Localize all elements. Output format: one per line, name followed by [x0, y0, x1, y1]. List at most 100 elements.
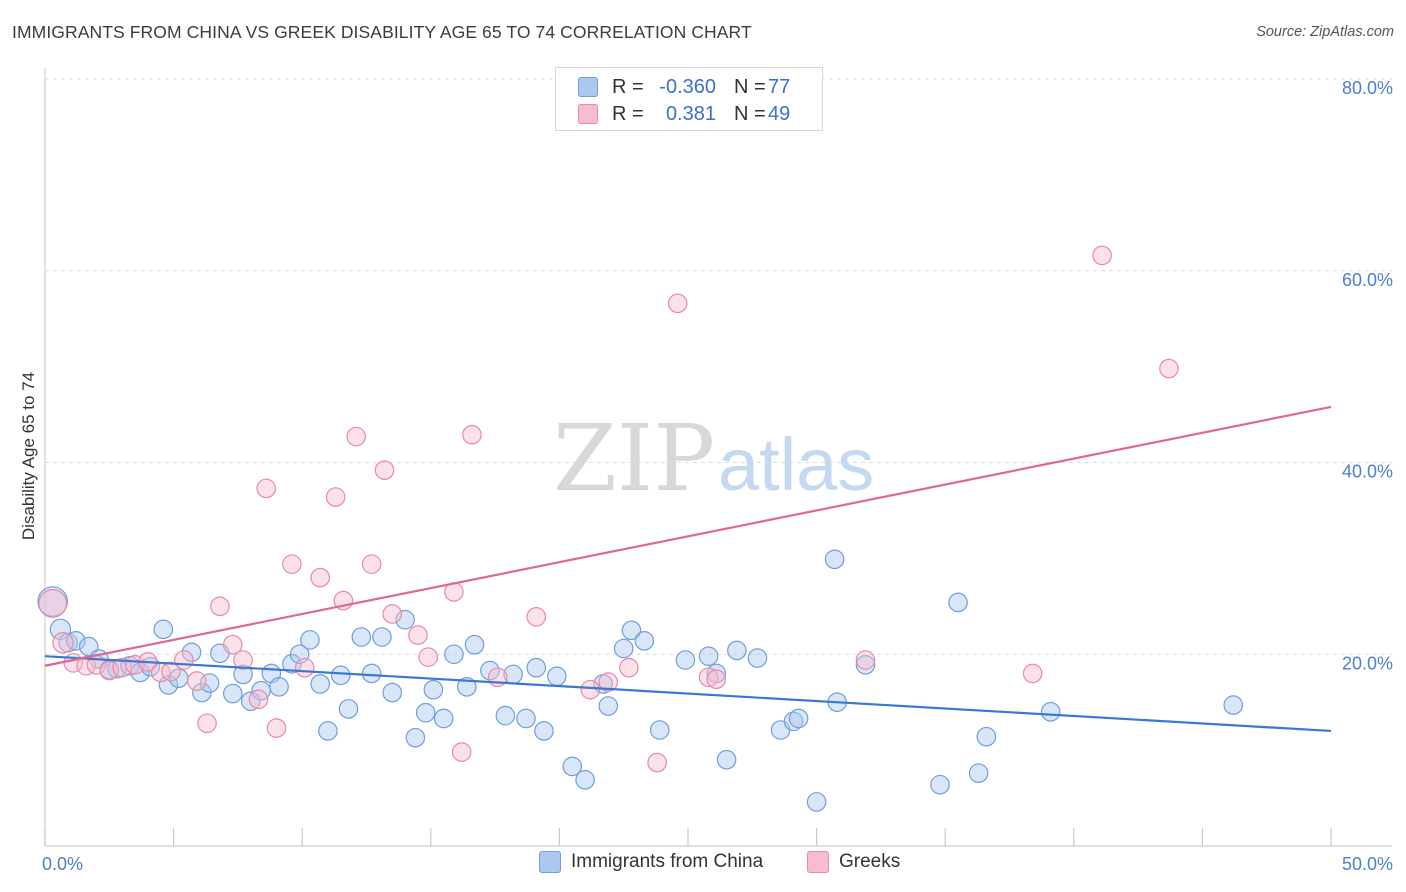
- china-point: [444, 644, 464, 665]
- china-point: [480, 660, 500, 681]
- china-point: [37, 586, 69, 617]
- y-axis-title: Disability Age 65 to 74: [19, 372, 38, 540]
- greeks-point: [1022, 663, 1043, 684]
- legend-item-greeks[interactable]: Greeks: [807, 851, 900, 873]
- greeks-point: [361, 554, 382, 574]
- greeks-point: [462, 424, 482, 445]
- greeks-trend-line: [44, 405, 1332, 667]
- china-point: [598, 696, 619, 716]
- greeks-point: [310, 567, 331, 588]
- y-tick-label: 80.0%: [1342, 78, 1393, 98]
- greeks-point: [266, 718, 287, 738]
- series-china-points: [37, 549, 1244, 812]
- greeks-point: [346, 426, 367, 447]
- legend-item-china[interactable]: Immigrants from China: [539, 851, 763, 873]
- x-tick-label: 0.0%: [42, 854, 83, 874]
- china-point: [423, 679, 444, 700]
- n-label: N =: [734, 75, 766, 98]
- chart-source: Source: ZipAtlas.com: [1256, 24, 1394, 40]
- china-swatch: [539, 851, 561, 873]
- greeks-point: [698, 667, 719, 688]
- greeks-point: [222, 634, 243, 655]
- china-point: [824, 549, 845, 570]
- china-point: [415, 702, 436, 723]
- greeks-point: [647, 752, 667, 773]
- china-point: [788, 708, 809, 729]
- greeks-point: [256, 478, 276, 499]
- greeks-point: [382, 604, 403, 624]
- x-tick-labels: 0.0% 50.0%: [42, 854, 1393, 874]
- r-label: R =: [612, 75, 644, 98]
- chart-title: IMMIGRANTS FROM CHINA VS GREEK DISABILIT…: [12, 22, 752, 42]
- china-point: [361, 663, 382, 684]
- china-point: [675, 650, 696, 670]
- china-point: [1223, 695, 1244, 715]
- greeks-point: [418, 647, 439, 667]
- china-point: [300, 630, 320, 650]
- china-point: [698, 646, 719, 666]
- greeks-point: [38, 589, 68, 618]
- series-legend: Immigrants from China Greeks: [0, 851, 1406, 879]
- r-value: -0.360: [659, 75, 716, 98]
- china-point: [516, 708, 536, 729]
- china-point: [621, 620, 642, 641]
- trend-lines: [44, 405, 1332, 733]
- china-point: [562, 756, 583, 777]
- grid-lines: [45, 78, 1392, 655]
- correlation-legend: R = -0.360 N = 77 R = 0.381 N = 49: [555, 67, 823, 131]
- greeks-point: [294, 657, 315, 678]
- china-point: [269, 677, 289, 697]
- china-point: [310, 674, 331, 694]
- y-tick-label: 40.0%: [1342, 462, 1393, 482]
- greeks-point: [325, 487, 346, 507]
- greeks-point: [99, 660, 120, 681]
- n-value: 77: [768, 75, 791, 98]
- china-swatch: [578, 77, 598, 97]
- greeks-point: [174, 650, 194, 670]
- n-label: N =: [734, 102, 766, 125]
- r-label: R =: [612, 102, 644, 125]
- china-point: [382, 682, 403, 703]
- china-point: [747, 648, 768, 668]
- greeks-point: [248, 689, 269, 710]
- greeks-point: [706, 669, 727, 689]
- n-value: 49: [768, 102, 791, 125]
- china-point: [526, 657, 547, 678]
- greeks-point: [112, 657, 132, 678]
- greeks-point: [233, 650, 253, 670]
- greeks-point: [580, 679, 601, 700]
- china-point: [351, 627, 372, 647]
- china-point: [222, 683, 243, 704]
- legend-label: Greeks: [839, 851, 901, 872]
- greeks-swatch: [578, 104, 598, 124]
- china-point: [457, 677, 477, 697]
- greeks-point: [667, 293, 688, 314]
- greeks-point: [52, 632, 74, 654]
- china-point: [534, 721, 554, 741]
- china-point: [806, 792, 827, 812]
- legend-row-greeks: R = 0.381 N = 49: [578, 101, 790, 127]
- china-point: [495, 705, 516, 726]
- greeks-point: [526, 607, 547, 627]
- greeks-point: [855, 650, 876, 670]
- china-point: [433, 708, 454, 729]
- greeks-point: [598, 672, 619, 692]
- greeks-point: [282, 554, 302, 574]
- china-point: [233, 664, 253, 685]
- china-point: [1040, 701, 1061, 722]
- china-point: [968, 763, 989, 783]
- china-point: [405, 727, 426, 748]
- x-tick-label: 50.0%: [1342, 854, 1393, 874]
- china-point: [613, 638, 634, 659]
- china-point: [464, 634, 485, 655]
- legend-label: Immigrants from China: [571, 851, 764, 872]
- china-point: [318, 721, 338, 741]
- china-point: [240, 691, 261, 712]
- greeks-point: [1159, 358, 1179, 379]
- china-point: [372, 627, 392, 647]
- greeks-point: [451, 742, 472, 762]
- china-point: [181, 642, 202, 663]
- greeks-point: [161, 661, 181, 682]
- y-tick-labels: 20.0% 40.0% 60.0% 80.0%: [1342, 78, 1393, 673]
- watermark-zip: ZIP: [553, 405, 715, 512]
